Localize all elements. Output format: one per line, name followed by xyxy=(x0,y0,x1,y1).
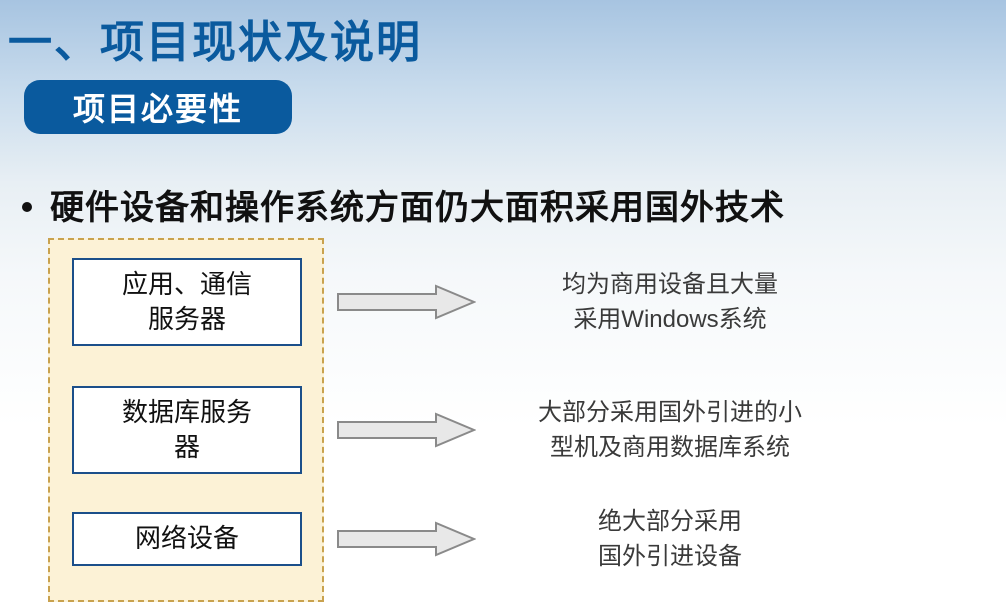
box-text: 应用、通信 服务器 xyxy=(122,267,252,337)
box-network-device: 网络设备 xyxy=(72,512,302,566)
subtitle-text: 项目必要性 xyxy=(73,84,243,130)
arrow-icon xyxy=(336,284,476,320)
arrow-icon xyxy=(336,521,476,557)
desc-app-comm: 均为商用设备且大量 采用Windows系统 xyxy=(500,268,840,338)
bullet-heading: 硬件设备和操作系统方面仍大面积采用国外技术 xyxy=(22,180,785,229)
desc-db: 大部分采用国外引进的小 型机及商用数据库系统 xyxy=(500,396,840,466)
bullet-text: 硬件设备和操作系统方面仍大面积采用国外技术 xyxy=(50,189,785,227)
subtitle-pill: 项目必要性 xyxy=(24,80,292,134)
page-title: 一、项目现状及说明 xyxy=(8,6,422,70)
arrow-icon xyxy=(336,412,476,448)
desc-network: 绝大部分采用 国外引进设备 xyxy=(500,505,840,575)
bullet-dot-icon xyxy=(22,202,32,212)
box-db-server: 数据库服务 器 xyxy=(72,386,302,474)
box-app-comm-server: 应用、通信 服务器 xyxy=(72,258,302,346)
box-text: 网络设备 xyxy=(135,521,239,556)
box-text: 数据库服务 器 xyxy=(122,395,252,465)
